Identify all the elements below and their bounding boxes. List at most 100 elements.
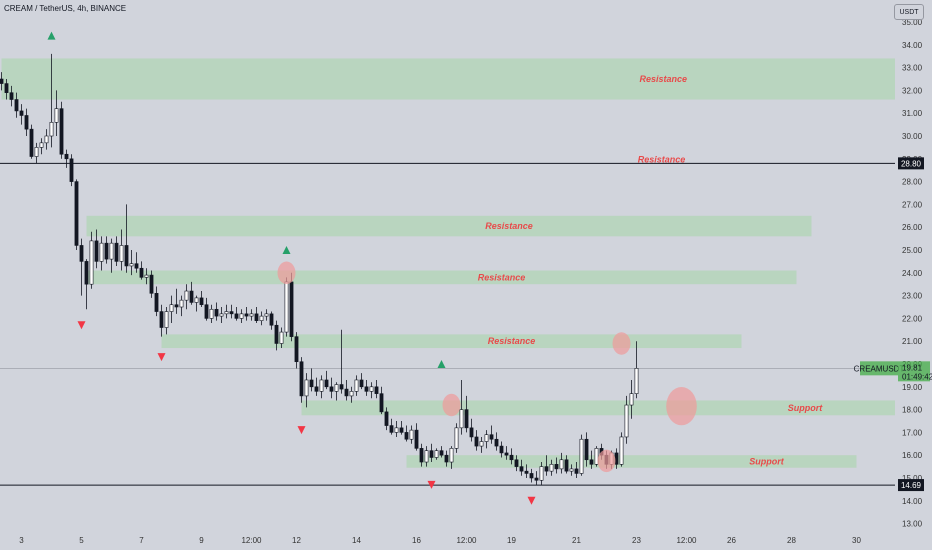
bear-candle [174,288,179,314]
bear-candle [64,149,69,168]
bear-candle [274,320,279,351]
candle-body [549,464,554,472]
zone-rect [1,58,895,100]
bear-candle [429,443,434,463]
candle-body [109,242,114,260]
bear-candle [389,418,394,435]
x-tick-label: 30 [852,536,861,545]
candle-body [364,386,369,392]
bear-candle [234,307,239,321]
bear-candle [74,179,79,250]
candle-body [259,315,264,321]
candle-body [144,274,149,278]
bear-candle [464,395,469,433]
candle-body [559,459,564,470]
candle-body [634,368,639,394]
candle-body [319,379,324,392]
candle-body [574,468,579,474]
candle-body [409,429,414,440]
candle-body [309,379,314,388]
zone-label: Resistance [639,74,687,84]
candle-body [624,404,629,438]
bear-candle [489,425,494,444]
x-tick-label: 19 [507,536,516,545]
bear-candle [574,462,579,478]
y-axis[interactable]: 13.0014.0015.0016.0017.0018.0019.0020.00… [854,18,932,529]
x-tick-label: 7 [139,536,144,545]
candle-body [149,274,154,294]
candle-body [534,477,539,481]
bull-candle [484,430,489,449]
candle-body [0,78,4,84]
x-tick-label: 12 [292,536,301,545]
bull-candle [284,277,289,337]
bull-candle [49,53,54,148]
zone-label: Resistance [488,336,536,346]
candle-body [424,450,429,463]
candle-body [619,436,624,465]
candle-body [469,427,474,438]
candle-body [154,293,159,312]
y-tick-label: 23.00 [902,292,923,301]
down-arrow-icon [157,353,166,362]
y-tick-label: 31.00 [902,109,923,118]
candle-body [449,448,454,463]
candle-body [274,324,279,344]
zone-label: Support [788,403,823,413]
bull-candle [449,446,454,469]
bear-candle [254,307,259,323]
bear-candle [529,468,534,483]
bear-candle [399,421,404,435]
candle-body [69,158,74,182]
bear-candle [294,332,299,369]
candle-body [404,432,409,440]
bull-candle [579,434,584,476]
candle-body [334,384,339,392]
candle-body [389,425,394,433]
down-arrow-icon [527,496,536,505]
bear-candle [414,423,419,451]
currency-button[interactable]: USDT [894,4,924,20]
bear-candle [29,124,34,159]
candle-body [44,135,49,144]
candle-body [379,393,384,413]
bull-candle [349,386,354,403]
bear-candle [474,430,479,451]
candle-body [254,313,259,321]
bear-candle [149,270,154,298]
current-price-badge [898,361,930,382]
bear-candle [189,281,194,305]
highlight-circle [597,449,616,473]
x-tick-label: 9 [199,536,204,545]
candle-body [54,108,59,123]
bull-candle [549,459,554,476]
candle-body [474,436,479,447]
candle-body [584,438,589,461]
bull-candle [144,268,149,285]
bear-candle [584,432,589,467]
price-line-badge [898,157,924,170]
candle-body [34,147,39,157]
candle-body [594,448,599,465]
bear-candle [444,450,449,467]
candle-body [394,427,399,433]
candle-body [529,473,534,479]
x-tick-label: 5 [79,536,84,545]
candle-body [484,434,489,442]
candle-body [134,263,139,269]
bull-candle [264,309,269,321]
bull-candle [99,236,104,271]
bear-candle [344,379,349,401]
candle-body [279,331,284,344]
candle-body [169,304,174,312]
candle-body [114,242,119,262]
x-axis[interactable]: 3 5 7 9 12:00 12 14 16 12:00 19 21 23 12:00 26 28 30 [19,536,861,545]
bear-candle [359,373,364,390]
bear-candle [384,407,389,431]
bull-candle [334,382,339,401]
bear-candle [439,446,444,458]
candle-body [299,361,304,397]
zone-rect [406,455,857,468]
candle-body [544,466,549,472]
